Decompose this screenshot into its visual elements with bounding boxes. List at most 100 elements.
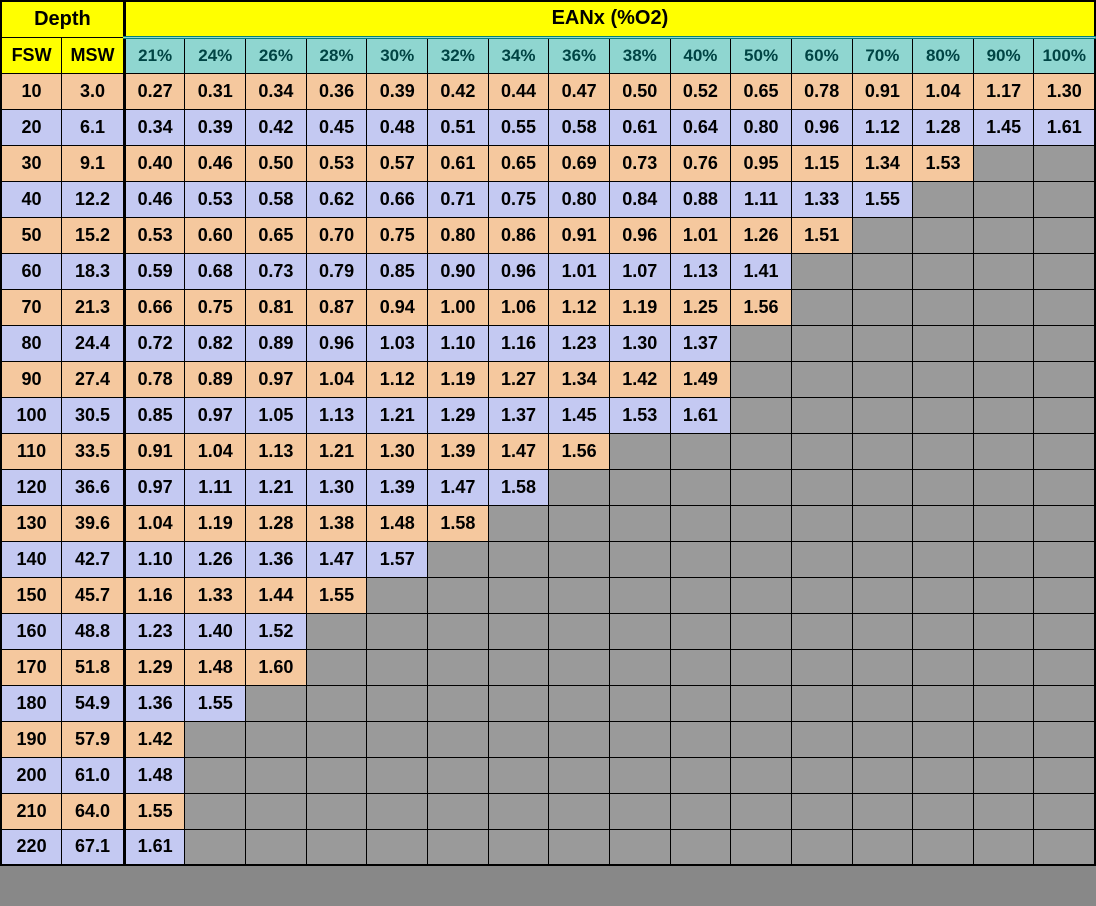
fsw-cell: 10 (1, 73, 62, 109)
table-row: 13039.61.041.191.281.381.481.58 (1, 505, 1095, 541)
empty-cell (306, 721, 367, 757)
empty-cell (852, 721, 913, 757)
value-cell: 0.80 (549, 181, 610, 217)
fsw-cell: 140 (1, 541, 62, 577)
empty-cell (731, 433, 792, 469)
empty-cell (549, 649, 610, 685)
table-row: 8024.40.720.820.890.961.031.101.161.231.… (1, 325, 1095, 361)
empty-cell (913, 793, 974, 829)
msw-cell: 12.2 (62, 181, 125, 217)
value-cell: 1.47 (488, 433, 549, 469)
value-cell: 0.42 (246, 109, 307, 145)
table-row: 21064.01.55 (1, 793, 1095, 829)
value-cell: 1.10 (124, 541, 185, 577)
value-cell: 0.85 (367, 253, 428, 289)
value-cell: 0.86 (488, 217, 549, 253)
empty-cell (791, 253, 852, 289)
empty-cell (1034, 433, 1095, 469)
empty-cell (488, 541, 549, 577)
empty-cell (1034, 541, 1095, 577)
fsw-cell: 160 (1, 613, 62, 649)
empty-cell (428, 829, 489, 865)
value-cell: 1.34 (852, 145, 913, 181)
msw-cell: 57.9 (62, 721, 125, 757)
value-cell: 0.34 (246, 73, 307, 109)
empty-cell (973, 217, 1034, 253)
empty-cell (306, 757, 367, 793)
empty-cell (306, 829, 367, 865)
empty-cell (973, 181, 1034, 217)
empty-cell (791, 325, 852, 361)
empty-cell (731, 361, 792, 397)
value-cell: 0.97 (124, 469, 185, 505)
empty-cell (852, 361, 913, 397)
empty-cell (973, 685, 1034, 721)
empty-cell (670, 541, 731, 577)
empty-cell (488, 757, 549, 793)
value-cell: 0.51 (428, 109, 489, 145)
value-cell: 0.66 (367, 181, 428, 217)
empty-cell (549, 757, 610, 793)
empty-cell (428, 721, 489, 757)
header-eanx: EANx (%O2) (124, 1, 1095, 37)
value-cell: 0.47 (549, 73, 610, 109)
empty-cell (609, 613, 670, 649)
empty-cell (609, 541, 670, 577)
table-row: 14042.71.101.261.361.471.57 (1, 541, 1095, 577)
value-cell: 0.82 (185, 325, 246, 361)
empty-cell (973, 505, 1034, 541)
empty-cell (670, 685, 731, 721)
value-cell: 1.15 (791, 145, 852, 181)
value-cell: 0.27 (124, 73, 185, 109)
empty-cell (1034, 649, 1095, 685)
value-cell: 0.90 (428, 253, 489, 289)
value-cell: 0.65 (488, 145, 549, 181)
value-cell: 1.19 (428, 361, 489, 397)
value-cell: 0.75 (185, 289, 246, 325)
empty-cell (973, 361, 1034, 397)
empty-cell (185, 829, 246, 865)
empty-cell (1034, 793, 1095, 829)
empty-cell (791, 469, 852, 505)
empty-cell (852, 217, 913, 253)
value-cell: 0.39 (185, 109, 246, 145)
empty-cell (428, 793, 489, 829)
value-cell: 1.05 (246, 397, 307, 433)
empty-cell (973, 253, 1034, 289)
fsw-cell: 190 (1, 721, 62, 757)
value-cell: 0.69 (549, 145, 610, 181)
empty-cell (670, 829, 731, 865)
value-cell: 1.45 (549, 397, 610, 433)
header-o2-col: 34% (488, 37, 549, 73)
empty-cell (488, 649, 549, 685)
empty-cell (246, 685, 307, 721)
empty-cell (731, 325, 792, 361)
value-cell: 0.87 (306, 289, 367, 325)
header-o2-col: 40% (670, 37, 731, 73)
empty-cell (1034, 289, 1095, 325)
value-cell: 1.57 (367, 541, 428, 577)
value-cell: 1.33 (791, 181, 852, 217)
msw-cell: 27.4 (62, 361, 125, 397)
empty-cell (670, 505, 731, 541)
empty-cell (852, 793, 913, 829)
empty-cell (1034, 397, 1095, 433)
empty-cell (549, 829, 610, 865)
value-cell: 1.34 (549, 361, 610, 397)
value-cell: 1.56 (731, 289, 792, 325)
empty-cell (549, 613, 610, 649)
value-cell: 0.80 (731, 109, 792, 145)
value-cell: 0.78 (124, 361, 185, 397)
value-cell: 0.34 (124, 109, 185, 145)
empty-cell (670, 649, 731, 685)
value-cell: 0.91 (124, 433, 185, 469)
table-row: 5015.20.530.600.650.700.750.800.860.910.… (1, 217, 1095, 253)
header-o2-col: 50% (731, 37, 792, 73)
empty-cell (1034, 829, 1095, 865)
empty-cell (852, 685, 913, 721)
empty-cell (913, 649, 974, 685)
value-cell: 0.96 (791, 109, 852, 145)
value-cell: 0.31 (185, 73, 246, 109)
empty-cell (852, 613, 913, 649)
value-cell: 0.68 (185, 253, 246, 289)
